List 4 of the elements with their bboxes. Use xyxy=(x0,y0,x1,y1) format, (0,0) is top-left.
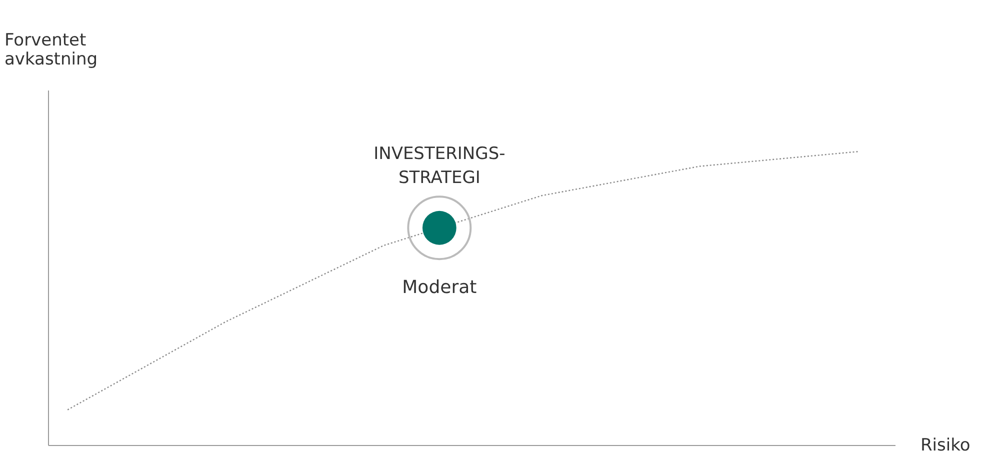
y-axis-title: Forventet avkastning xyxy=(4,30,98,70)
annotation: INVESTERINGS-STRATEGI xyxy=(374,144,506,188)
x-axis-title: Risiko xyxy=(920,436,970,456)
annotation: Moderat xyxy=(402,276,477,298)
